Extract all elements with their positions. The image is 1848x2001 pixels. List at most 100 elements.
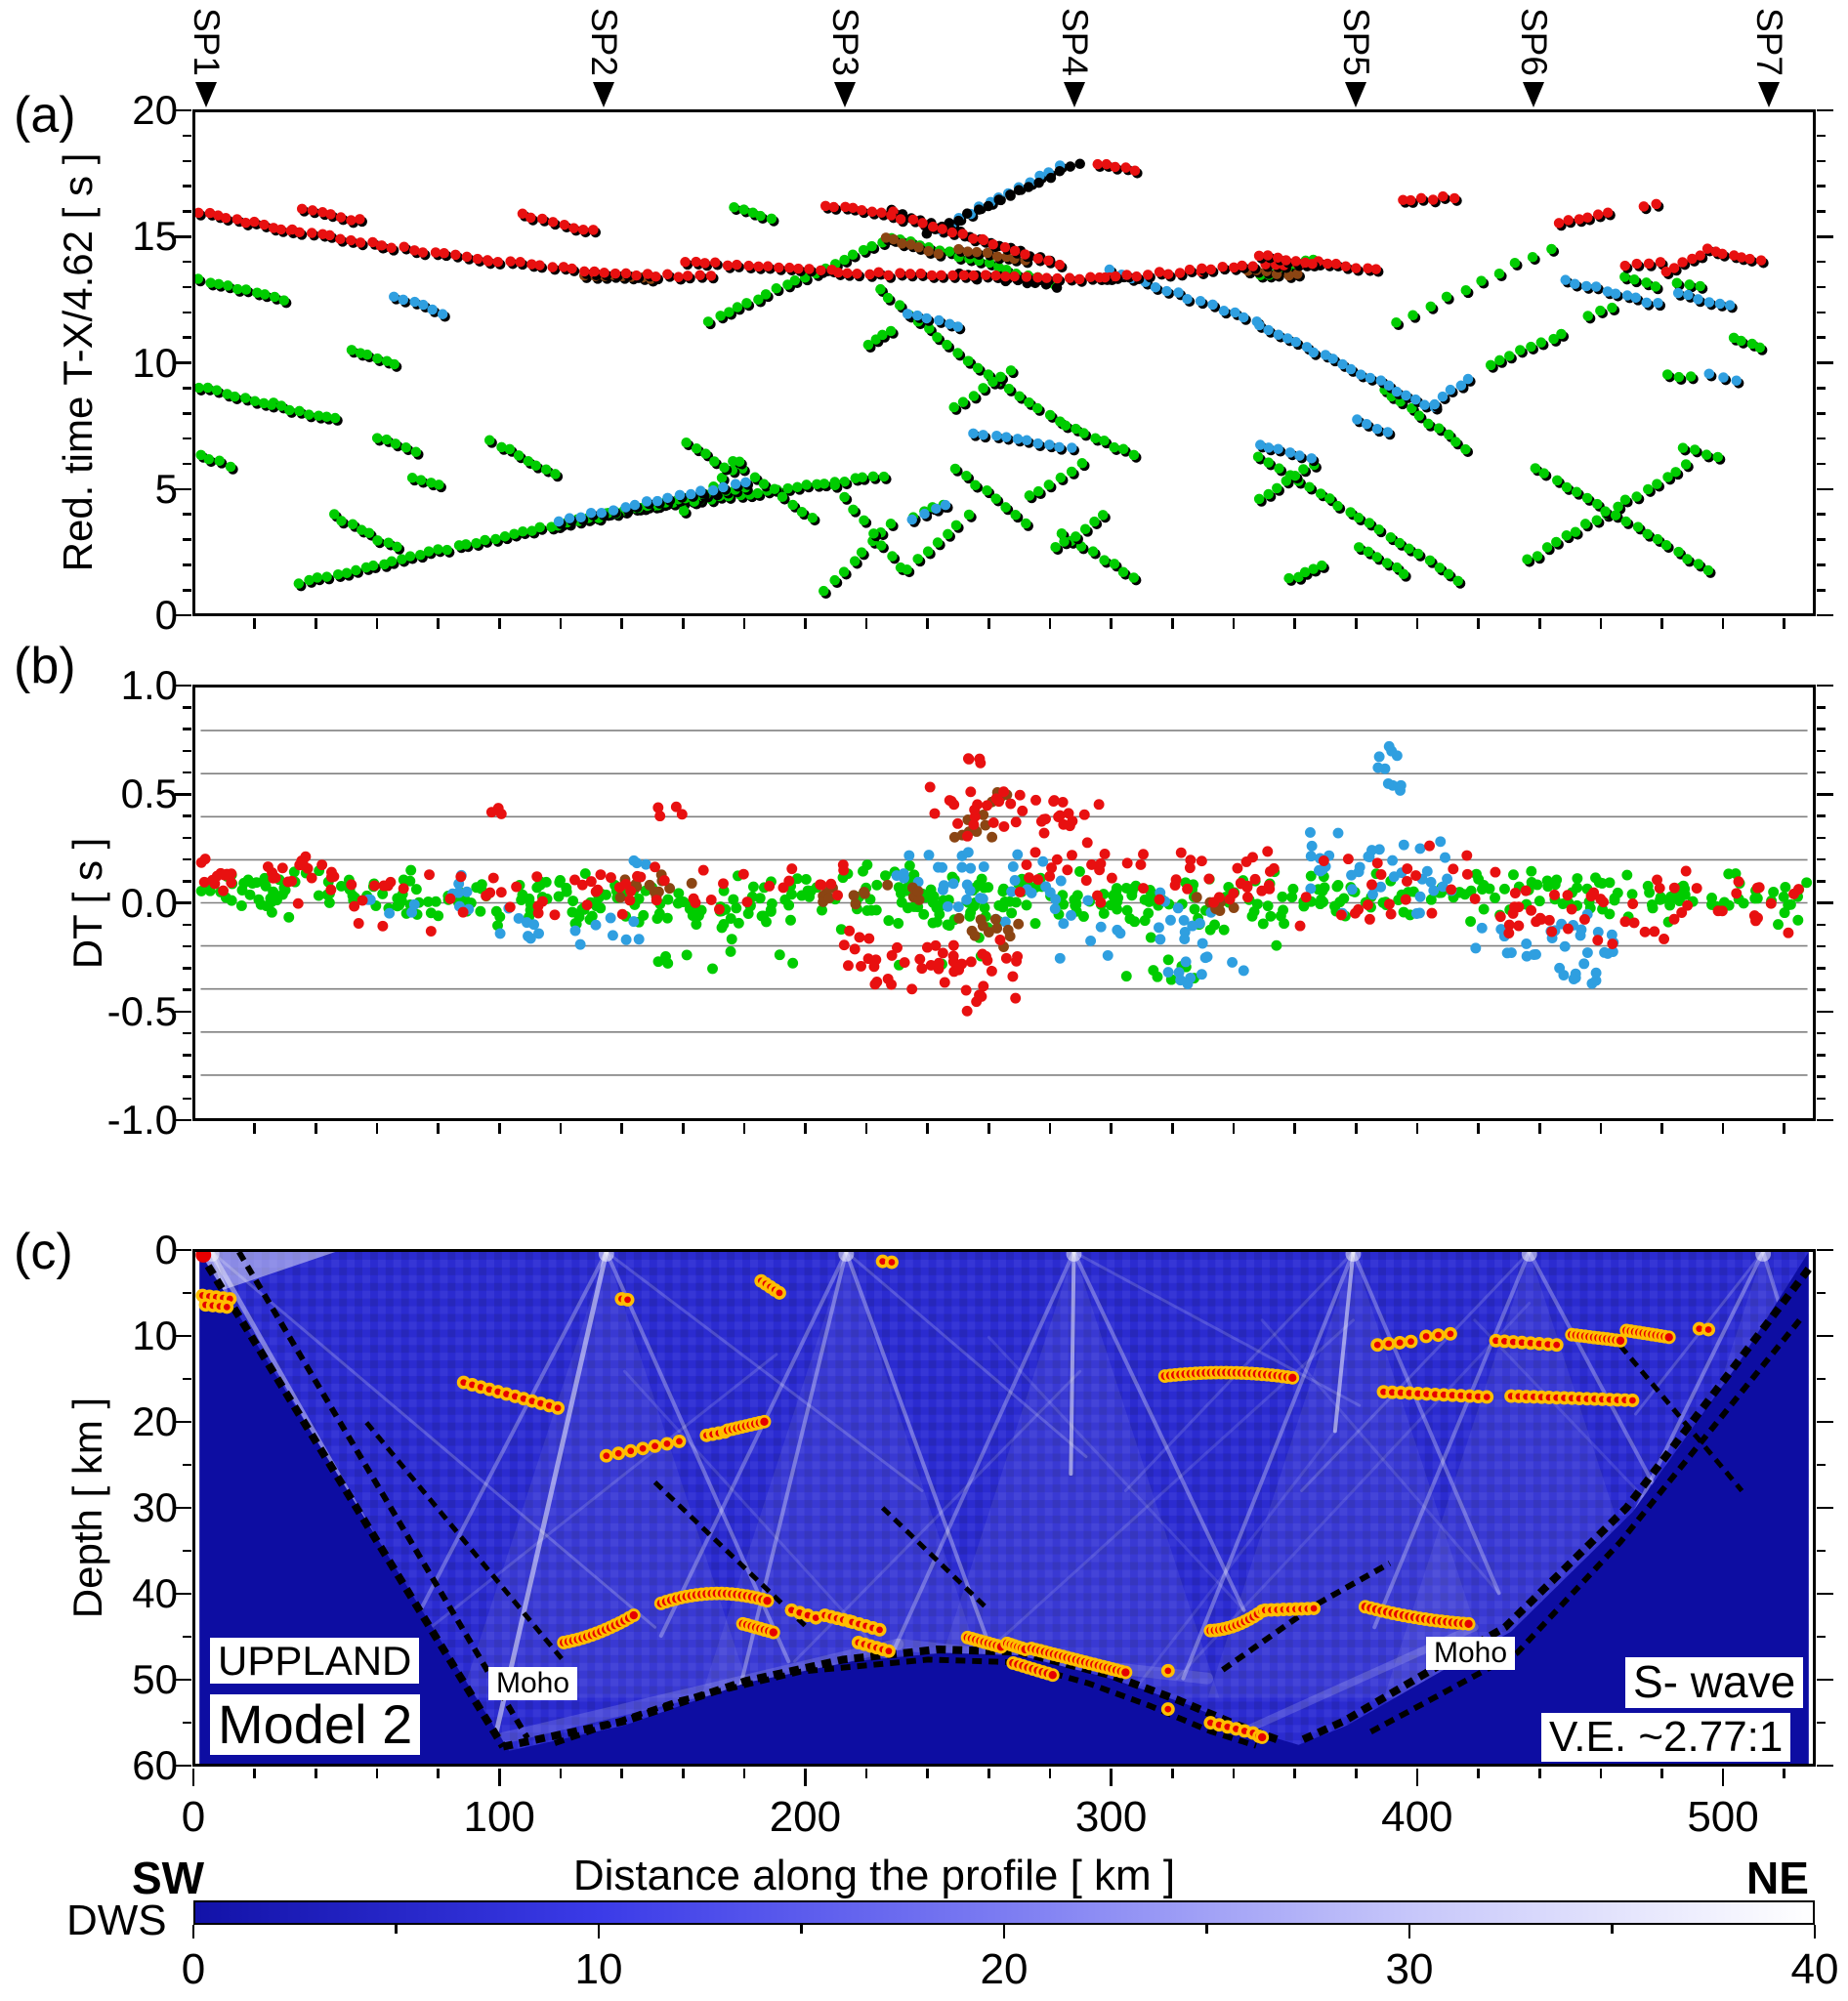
tick-mark — [191, 1769, 195, 1786]
shot-point-triangle-icon — [592, 82, 614, 107]
colorbar-tick — [597, 1925, 601, 1938]
tick-mark — [375, 1123, 379, 1134]
tick-mark — [1817, 538, 1826, 541]
model-label: Model 2 — [210, 1694, 421, 1756]
tick-mark — [183, 814, 191, 817]
tick-mark — [1817, 793, 1833, 796]
tick-mark — [1817, 1031, 1826, 1035]
tick-mark — [1817, 749, 1826, 753]
tick-mark — [183, 923, 191, 927]
shot-point-triangle-icon — [1345, 82, 1367, 107]
tick-mark — [1415, 1769, 1419, 1786]
tick-mark — [1599, 618, 1603, 629]
tick-mark — [183, 538, 191, 541]
tick-mark — [183, 210, 191, 213]
tick-mark — [183, 728, 191, 730]
colorbar-tick-label: 0 — [181, 1945, 206, 1993]
shot-point-label: SP2 — [583, 8, 624, 76]
tick-mark — [864, 1123, 868, 1134]
tick-mark — [1048, 1769, 1052, 1778]
model-heatmap — [195, 1252, 1813, 1764]
tick-mark — [1817, 728, 1826, 730]
y-tick-label: 10 — [132, 1313, 178, 1358]
tick-mark — [864, 618, 868, 629]
colorbar-tick — [191, 1925, 195, 1938]
tick-mark — [183, 588, 191, 592]
tick-mark — [1817, 1291, 1826, 1295]
tick-mark — [1293, 1769, 1296, 1778]
colorbar-tick-label: 10 — [574, 1945, 623, 1993]
tick-mark — [183, 967, 191, 970]
tick-mark — [559, 618, 563, 629]
tick-mark — [183, 513, 191, 516]
tick-mark — [1817, 513, 1826, 516]
tick-mark — [175, 108, 191, 112]
tick-mark — [1660, 1123, 1663, 1134]
x-tick-label: 500 — [1687, 1793, 1759, 1841]
colorbar-tick — [1611, 1925, 1614, 1934]
tick-mark — [175, 1592, 191, 1596]
tick-mark — [183, 706, 191, 709]
tick-mark — [1817, 923, 1826, 927]
tick-mark — [175, 793, 191, 796]
tick-mark — [1817, 260, 1826, 264]
tick-mark — [183, 159, 191, 163]
tick-mark — [1817, 1463, 1826, 1467]
tick-mark — [559, 1769, 563, 1778]
vertical-exaggeration-label: V.E. ~2.77:1 — [1541, 1713, 1791, 1762]
y-tick-label: 20 — [132, 1398, 178, 1444]
tick-mark — [183, 1054, 191, 1057]
tick-mark — [183, 412, 191, 415]
colorbar-tick-label: 30 — [1385, 1945, 1434, 1993]
tick-mark — [1817, 1054, 1826, 1057]
tick-mark — [926, 1769, 930, 1778]
tick-mark — [987, 1769, 990, 1778]
tick-mark — [437, 618, 440, 629]
tick-mark — [681, 1123, 685, 1134]
wave-type-label: S- wave — [1625, 1657, 1804, 1708]
colorbar-tick-label: 40 — [1790, 1945, 1839, 1993]
tick-mark — [620, 1769, 623, 1778]
tick-mark — [183, 437, 191, 440]
tick-mark — [1817, 967, 1826, 970]
tick-mark — [175, 361, 191, 364]
shot-point-triangle-icon — [1758, 82, 1781, 107]
tick-mark — [1721, 618, 1725, 629]
tick-mark — [1599, 1123, 1603, 1134]
colorbar-tick — [1205, 1925, 1208, 1934]
tick-mark — [175, 1420, 191, 1424]
tick-mark — [1110, 1123, 1113, 1134]
tick-mark — [559, 1123, 563, 1134]
tick-mark — [183, 836, 191, 840]
tick-mark — [1817, 706, 1826, 709]
tick-mark — [315, 1123, 317, 1134]
y-tick-label: 0.5 — [120, 771, 178, 817]
dws-colorbar — [193, 1900, 1815, 1925]
tick-mark — [742, 618, 746, 629]
tick-mark — [1817, 1678, 1833, 1682]
panel-a-letter: (a) — [14, 87, 76, 144]
tick-mark — [1293, 618, 1296, 629]
shot-point-label: SP4 — [1055, 8, 1096, 76]
tick-mark — [183, 260, 191, 264]
tick-mark — [1232, 1123, 1236, 1134]
tick-mark — [1817, 944, 1826, 948]
tick-mark — [1817, 487, 1833, 491]
tick-mark — [1817, 1721, 1826, 1725]
shot-point-triangle-icon — [194, 82, 217, 107]
tick-mark — [742, 1769, 746, 1778]
tick-mark — [1537, 1769, 1541, 1778]
y-tick-label: 0 — [154, 592, 178, 638]
shot-point-label: SP5 — [1336, 8, 1377, 76]
shot-point-label: SP7 — [1749, 8, 1790, 76]
tick-mark — [183, 387, 191, 390]
tick-mark — [1817, 1075, 1826, 1078]
y-tick-label: 50 — [132, 1656, 178, 1702]
y-tick-label: 0 — [154, 1227, 178, 1272]
panel-c-letter: (c) — [14, 1224, 73, 1280]
tick-mark — [1817, 836, 1826, 840]
tick-mark — [1783, 1123, 1786, 1134]
tick-mark — [864, 1769, 868, 1778]
tick-mark — [1477, 1123, 1480, 1134]
tick-mark — [926, 1123, 930, 1134]
